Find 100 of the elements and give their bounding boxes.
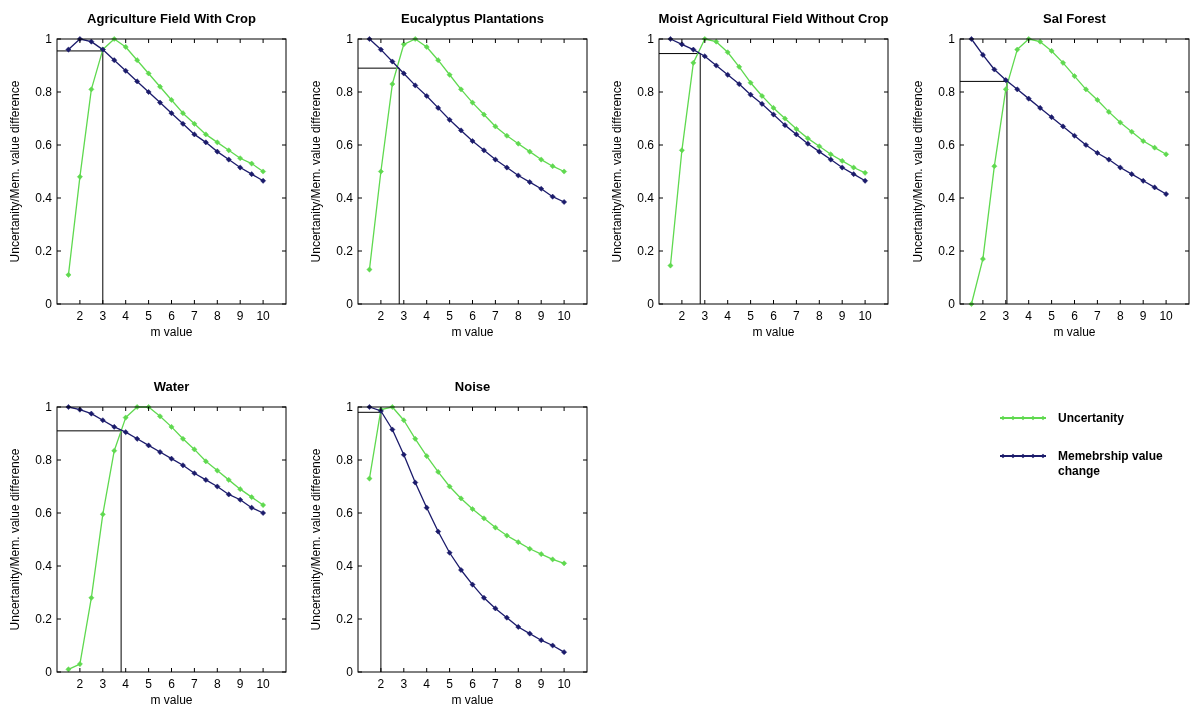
x-tick-label: 6	[1071, 309, 1079, 323]
x-axis-title: m value	[451, 693, 494, 707]
x-tick-label: 4	[122, 677, 130, 691]
y-axis-title: Uncertanity/Mem. value difference	[309, 80, 323, 263]
y-tick-label: 0.8	[336, 85, 354, 100]
y-tick-label: 0.6	[637, 138, 655, 153]
x-tick-label: 5	[145, 309, 153, 323]
y-tick-label: 0.8	[938, 85, 956, 100]
x-tick-label: 8	[514, 677, 522, 691]
x-tick-label: 7	[492, 309, 500, 323]
y-tick-label: 0	[346, 665, 354, 680]
chart-title: Sal Forest	[1043, 11, 1107, 26]
y-tick-label: 0.6	[336, 506, 354, 521]
x-tick-label: 4	[122, 309, 130, 323]
x-tick-label: 2	[76, 677, 84, 691]
y-tick-label: 0.4	[637, 191, 655, 206]
x-tick-label: 7	[191, 309, 199, 323]
y-tick-label: 0.2	[938, 244, 956, 259]
y-tick-label: 1	[948, 32, 956, 47]
y-tick-label: 0.4	[336, 191, 354, 206]
x-tick-label: 10	[256, 309, 271, 323]
y-tick-label: 0	[948, 297, 956, 312]
y-tick-label: 0	[45, 665, 53, 680]
x-tick-label: 5	[747, 309, 755, 323]
y-axis-title: Uncertanity/Mem. value difference	[8, 448, 22, 631]
y-tick-label: 1	[647, 32, 655, 47]
y-tick-label: 0.4	[938, 191, 956, 206]
x-tick-label: 4	[1025, 309, 1033, 323]
y-axis-title: Uncertanity/Mem. value difference	[309, 448, 323, 631]
x-tick-label: 5	[446, 677, 454, 691]
y-tick-label: 0.2	[336, 612, 354, 627]
x-tick-label: 2	[377, 309, 385, 323]
x-tick-label: 6	[469, 309, 477, 323]
x-tick-label: 3	[99, 677, 107, 691]
x-tick-label: 10	[557, 677, 572, 691]
x-tick-label: 9	[537, 309, 545, 323]
y-tick-label: 1	[346, 400, 354, 415]
x-tick-label: 8	[213, 677, 221, 691]
chart-title: Noise	[454, 379, 491, 394]
x-tick-label: 6	[168, 677, 176, 691]
x-tick-label: 6	[469, 677, 477, 691]
x-tick-label: 6	[770, 309, 778, 323]
x-tick-label: 8	[1116, 309, 1124, 323]
y-tick-label: 0.8	[35, 453, 53, 468]
x-tick-label: 3	[99, 309, 107, 323]
y-tick-label: 0.8	[637, 85, 655, 100]
y-tick-label: 0.8	[336, 453, 354, 468]
x-axis-title: m value	[451, 325, 494, 339]
y-tick-label: 0.2	[35, 244, 53, 259]
y-tick-label: 0.2	[35, 612, 53, 627]
chart-title: Moist Agricultural Field Without Crop	[658, 11, 889, 26]
y-tick-label: 0.4	[336, 559, 354, 574]
y-axis-title: Uncertanity/Mem. value difference	[911, 80, 925, 263]
x-tick-label: 9	[1139, 309, 1147, 323]
x-tick-label: 3	[400, 309, 408, 323]
y-tick-label: 0.6	[336, 138, 354, 153]
x-tick-label: 9	[838, 309, 846, 323]
y-tick-label: 0.6	[938, 138, 956, 153]
x-tick-label: 7	[793, 309, 801, 323]
x-tick-label: 2	[377, 677, 385, 691]
x-tick-label: 4	[423, 677, 431, 691]
x-tick-label: 10	[858, 309, 873, 323]
y-tick-label: 1	[45, 32, 53, 47]
y-tick-label: 0.6	[35, 506, 53, 521]
x-tick-label: 8	[514, 309, 522, 323]
y-axis-title: Uncertanity/Mem. value difference	[610, 80, 624, 263]
x-axis-title: m value	[1053, 325, 1096, 339]
x-tick-label: 4	[423, 309, 431, 323]
chart-title: Agriculture Field With Crop	[87, 11, 256, 26]
x-tick-label: 2	[678, 309, 686, 323]
y-axis-title: Uncertanity/Mem. value difference	[8, 80, 22, 263]
y-tick-label: 1	[346, 32, 354, 47]
y-tick-label: 0.2	[336, 244, 354, 259]
legend-label: Memebrship value change	[1058, 449, 1164, 478]
x-tick-label: 5	[1048, 309, 1056, 323]
x-axis-title: m value	[150, 693, 193, 707]
x-tick-label: 10	[1159, 309, 1174, 323]
y-tick-label: 0	[346, 297, 354, 312]
x-tick-label: 10	[256, 677, 271, 691]
y-tick-label: 0.4	[35, 191, 53, 206]
x-tick-label: 8	[815, 309, 823, 323]
x-tick-label: 2	[979, 309, 987, 323]
x-tick-label: 3	[701, 309, 709, 323]
x-axis-title: m value	[150, 325, 193, 339]
x-tick-label: 5	[145, 677, 153, 691]
x-axis-title: m value	[752, 325, 795, 339]
x-tick-label: 4	[724, 309, 732, 323]
x-tick-label: 7	[1094, 309, 1102, 323]
x-tick-label: 3	[1002, 309, 1010, 323]
y-tick-label: 0.4	[35, 559, 53, 574]
chart-title: Eucalyptus Plantations	[400, 11, 545, 26]
x-tick-label: 9	[236, 677, 244, 691]
x-tick-label: 10	[557, 309, 572, 323]
chart-title: Water	[153, 379, 190, 394]
x-tick-label: 9	[537, 677, 545, 691]
legend-label: Uncertanity	[1058, 411, 1125, 425]
y-tick-label: 0.6	[35, 138, 53, 153]
x-tick-label: 5	[446, 309, 454, 323]
x-tick-label: 7	[492, 677, 500, 691]
x-tick-label: 9	[236, 309, 244, 323]
